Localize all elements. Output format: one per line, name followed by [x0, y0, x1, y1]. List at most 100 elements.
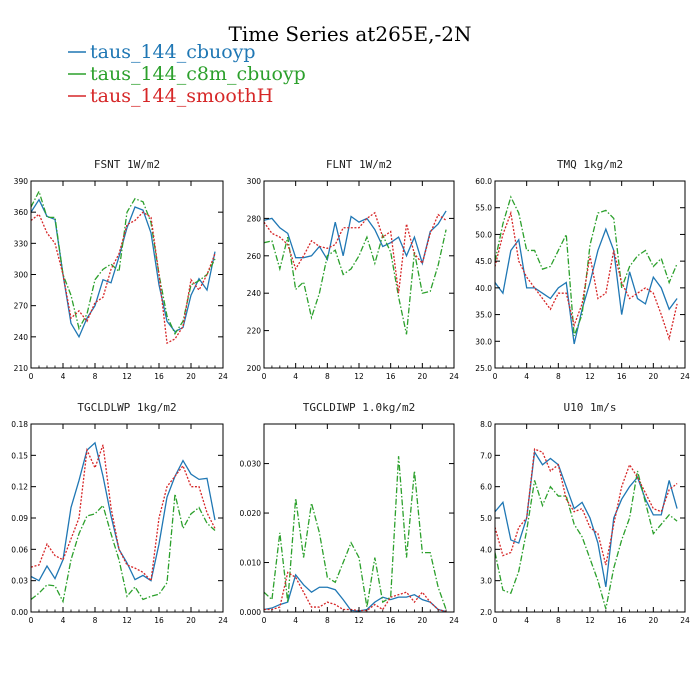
x-tick-label: 12 [354, 372, 364, 381]
series-line [495, 448, 678, 566]
x-tick-label: 0 [493, 616, 498, 625]
panel-title: TMQ 1kg/m2 [557, 158, 623, 171]
y-tick-label: 260 [247, 252, 262, 261]
y-tick-label: 0.09 [11, 514, 28, 523]
panel-title: TGCLDLWP 1kg/m2 [77, 401, 176, 414]
panel-title: U10 1m/s [564, 401, 617, 414]
x-tick-label: 8 [325, 372, 330, 381]
plot-frame [263, 180, 455, 369]
series-line [495, 195, 678, 337]
series-line [31, 189, 216, 336]
x-tick-label: 20 [649, 372, 659, 381]
y-tick-label: 55.0 [475, 204, 492, 213]
x-tick-label: 16 [386, 372, 396, 381]
y-tick-label: 45.0 [475, 257, 492, 266]
x-tick-label: 12 [122, 616, 132, 625]
series-line [31, 198, 216, 339]
y-tick-label: 2.0 [480, 608, 492, 617]
x-tick-label: 24 [680, 616, 690, 625]
x-tick-label: 20 [186, 372, 196, 381]
legend-label: taus_144_c8m_cbuoyp [90, 63, 306, 85]
legend-entry: taus_144_smoothH [68, 85, 273, 107]
y-tick-label: 3.0 [480, 577, 492, 586]
figure-title: Time Series at265E,-2N [229, 22, 472, 46]
series-line [31, 211, 216, 345]
x-tick-label: 4 [524, 372, 529, 381]
y-tick-label: 4.0 [480, 545, 492, 554]
y-tick-label: 60.0 [475, 177, 492, 186]
y-tick-label: 0.15 [11, 451, 28, 460]
y-tick-label: 0.03 [11, 577, 28, 586]
x-tick-label: 4 [293, 616, 298, 625]
y-tick-label: 360 [14, 208, 29, 217]
x-tick-label: 16 [154, 616, 164, 625]
y-tick-label: 200 [247, 364, 262, 373]
x-tick-label: 8 [556, 372, 561, 381]
y-tick-label: 240 [247, 289, 262, 298]
chart-panel: TMQ 1kg/m2 0 4 8 12 16 20 24 25.0 30.0 35.0 40.0 45.… [475, 158, 690, 381]
y-tick-label: 0.010 [240, 559, 262, 568]
y-tick-label: 270 [14, 302, 29, 311]
y-tick-label: 390 [14, 177, 29, 186]
x-tick-label: 16 [617, 616, 627, 625]
y-tick-label: 5.0 [480, 514, 492, 523]
series-line [31, 441, 216, 582]
legend-entry: taus_144_cbuoyp [68, 41, 256, 63]
series-line [264, 211, 447, 294]
x-tick-label: 16 [154, 372, 164, 381]
series-line [495, 450, 678, 588]
y-tick-label: 330 [14, 239, 29, 248]
y-tick-label: 40.0 [475, 284, 492, 293]
y-tick-label: 0.06 [11, 545, 28, 554]
x-tick-label: 0 [262, 616, 267, 625]
series-line [264, 210, 447, 266]
x-tick-label: 16 [386, 616, 396, 625]
x-tick-label: 8 [556, 616, 561, 625]
x-tick-label: 20 [186, 616, 196, 625]
y-tick-label: 50.0 [475, 230, 492, 239]
x-tick-label: 0 [262, 372, 267, 381]
legend-label: taus_144_smoothH [90, 85, 273, 107]
legend-label: taus_144_cbuoyp [90, 41, 256, 63]
series-line [495, 210, 678, 342]
panel-title: FLNT 1W/m2 [326, 158, 392, 171]
x-tick-label: 4 [293, 372, 298, 381]
x-tick-label: 12 [585, 372, 595, 381]
chart-panels: FSNT 1W/m20 4 8 12 16 20 242102402703003303603… [11, 158, 690, 625]
x-tick-label: 12 [122, 372, 132, 381]
x-tick-label: 12 [354, 616, 364, 625]
y-tick-label: 210 [14, 364, 29, 373]
y-tick-label: 25.0 [475, 364, 492, 373]
y-tick-label: 0.000 [240, 608, 262, 617]
x-tick-label: 24 [218, 372, 228, 381]
x-tick-label: 8 [93, 616, 98, 625]
series-line [264, 456, 447, 610]
x-tick-label: 16 [617, 372, 627, 381]
panel-title: FSNT 1W/m2 [94, 158, 160, 171]
x-tick-label: 20 [418, 616, 428, 625]
x-tick-label: 24 [449, 616, 459, 625]
chart-panel: FLNT 1W/m2 0 4 8 12 16 20 24 200 220 240 260 280 300 [247, 158, 459, 381]
y-tick-label: 0.18 [11, 420, 28, 429]
x-tick-label: 0 [29, 372, 34, 381]
series-line [495, 470, 678, 610]
y-tick-label: 0.030 [240, 460, 262, 469]
y-tick-label: 0.020 [240, 509, 262, 518]
legend-entry: taus_144_c8m_cbuoyp [68, 63, 306, 85]
y-tick-label: 6.0 [480, 483, 492, 492]
x-tick-label: 20 [649, 616, 659, 625]
series-line [31, 493, 216, 604]
series-line [495, 227, 678, 345]
y-tick-label: 280 [247, 214, 262, 223]
chart-panel: FSNT 1W/m2 0 4 8 12 16 20 24 210 240 270 300 330 360 3… [14, 158, 228, 381]
x-tick-label: 8 [325, 616, 330, 625]
chart-panel: TGCLDLWP 1kg/m2 0 4 8 12 16 20 24 0.00 0.03 0.06 0.… [11, 401, 228, 625]
x-tick-label: 12 [585, 616, 595, 625]
y-tick-label: 300 [247, 177, 262, 186]
y-tick-label: 240 [14, 333, 29, 342]
plot-frame [30, 423, 224, 613]
x-tick-label: 0 [493, 372, 498, 381]
y-tick-label: 30.0 [475, 337, 492, 346]
x-tick-label: 24 [218, 616, 228, 625]
